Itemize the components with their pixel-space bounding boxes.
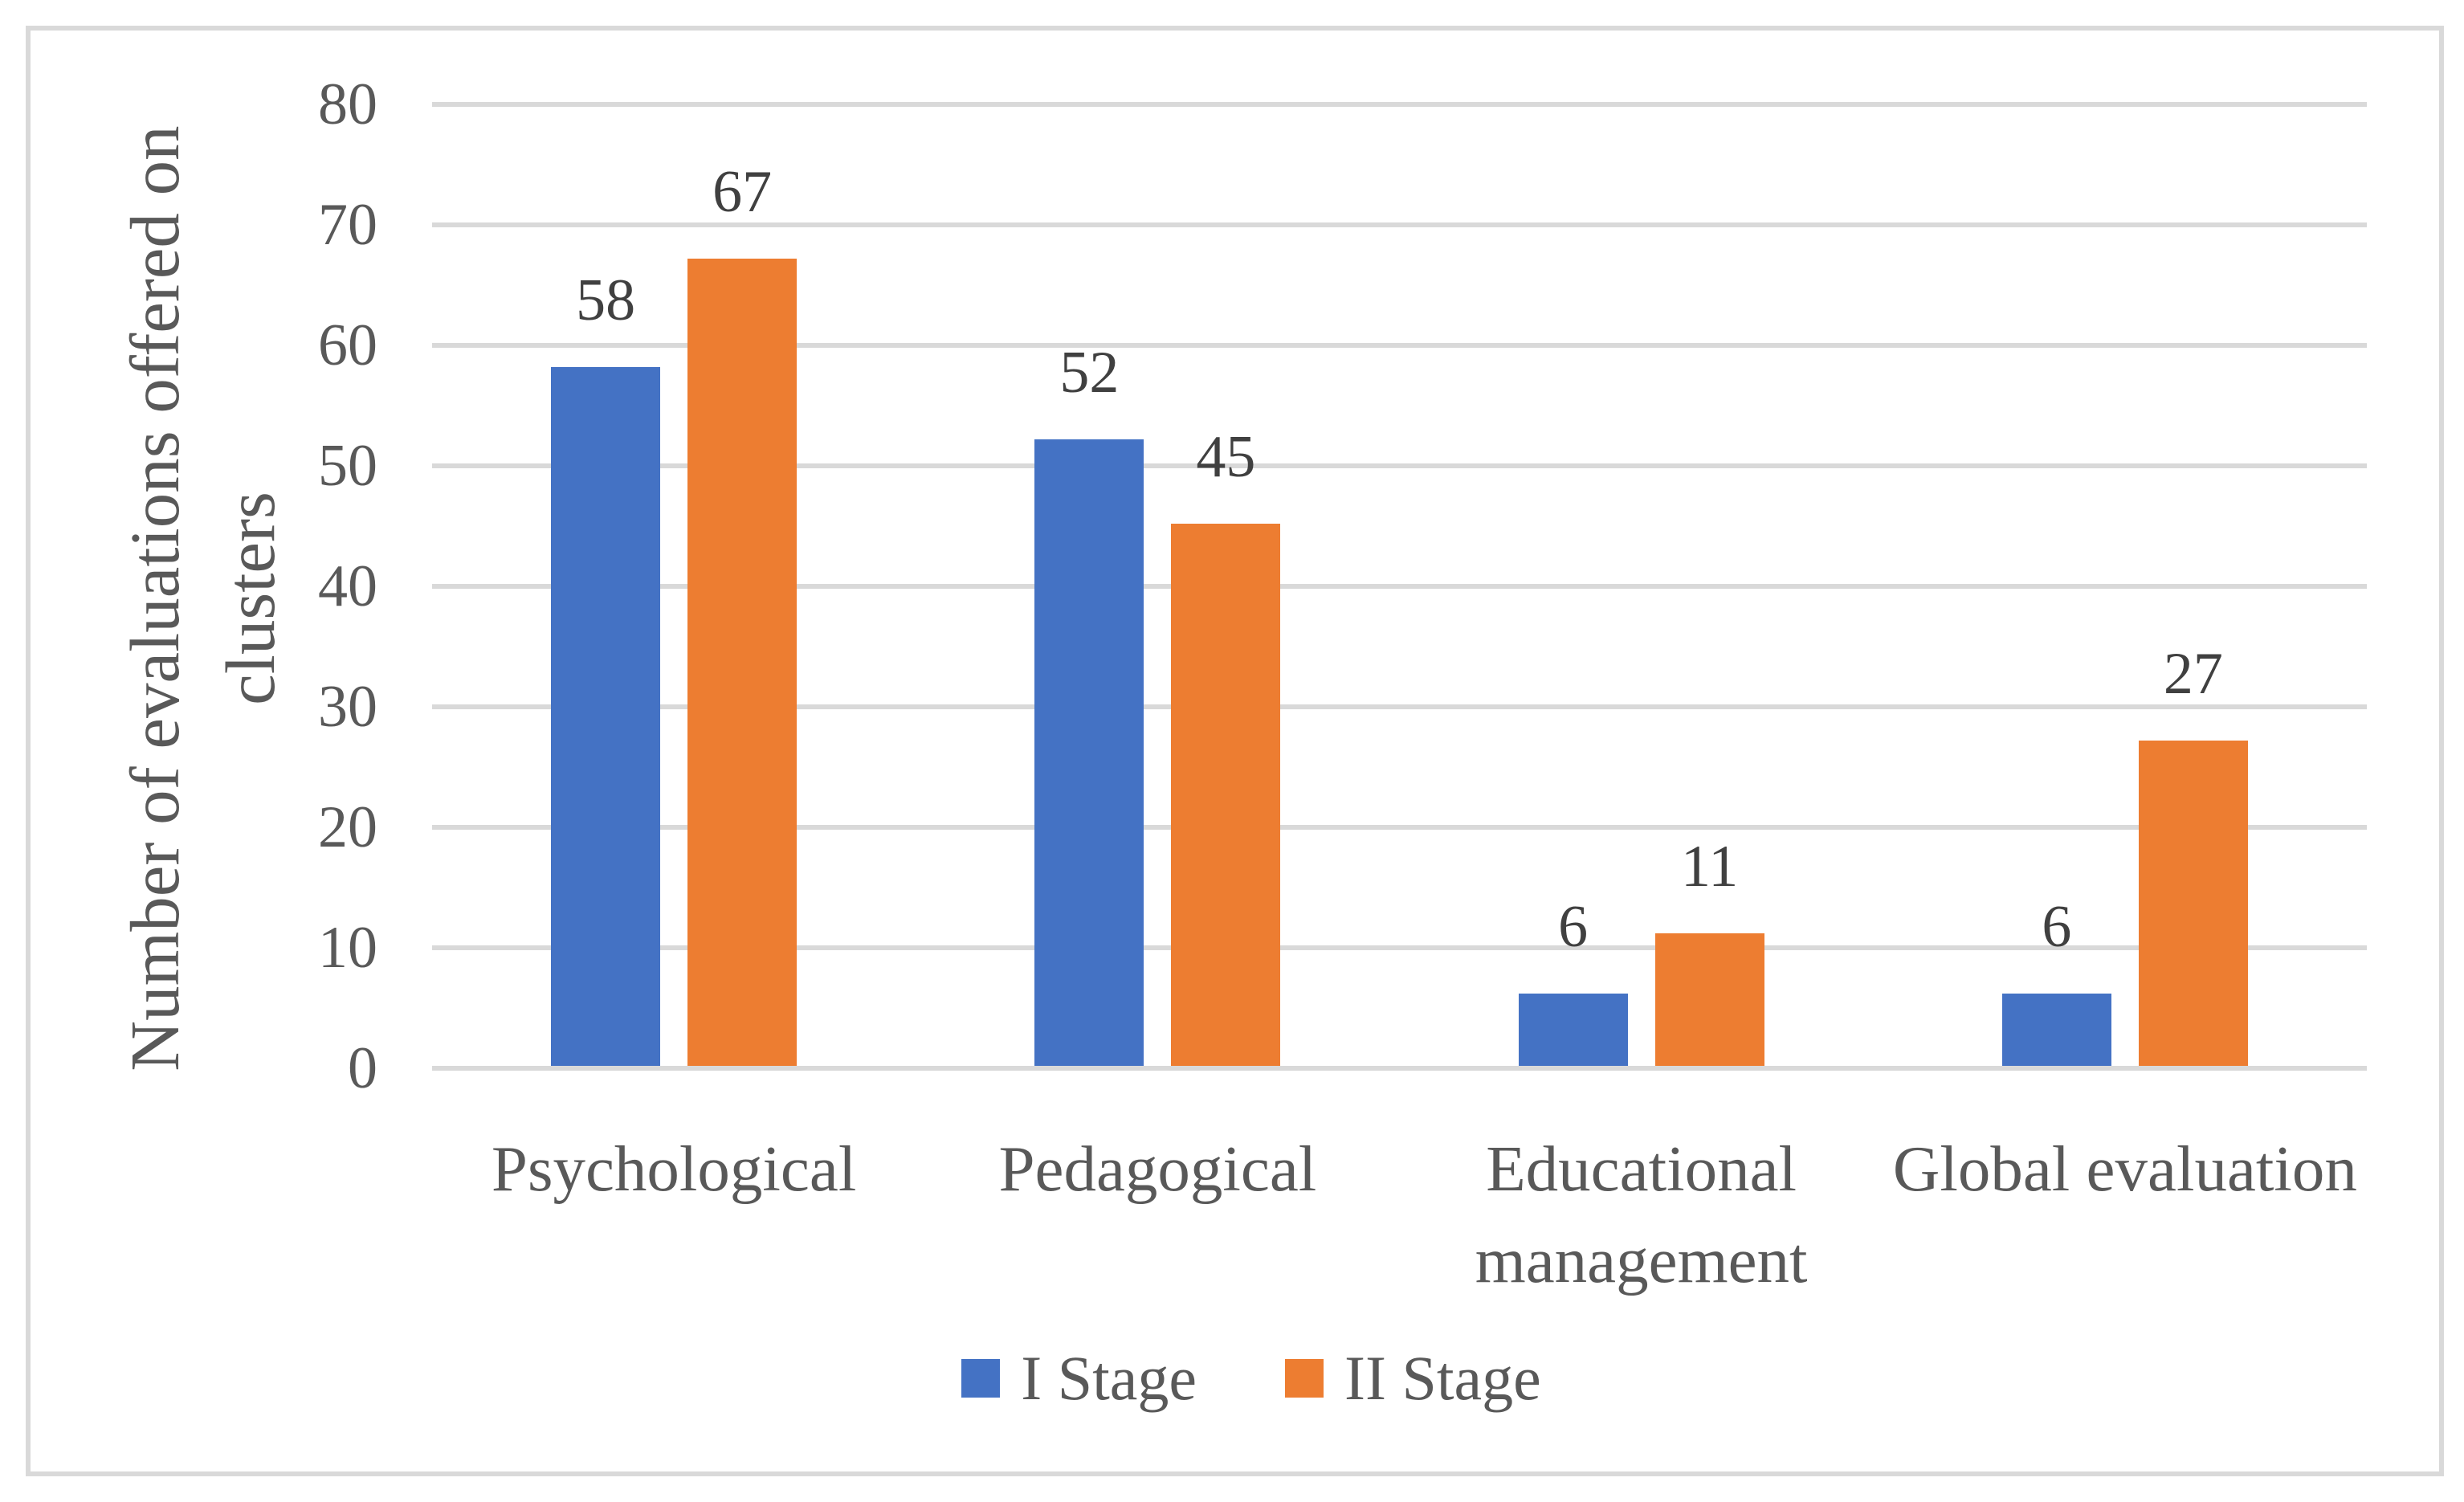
legend-label-i-stage: I Stage <box>1021 1343 1197 1413</box>
y-tick-label-10: 10 <box>318 915 377 981</box>
bar-ii-stage-pedagogical <box>1171 524 1281 1066</box>
y-tick-label-20: 20 <box>318 794 377 860</box>
gridline-30 <box>432 704 2367 709</box>
legend-label-ii-stage: II Stage <box>1344 1343 1541 1413</box>
i-stage-swatch-icon <box>961 1359 1001 1398</box>
gridline-80 <box>432 102 2367 107</box>
data-label-ii-stage-pedagogical: 45 <box>1196 424 1256 490</box>
gridline-60 <box>432 343 2367 348</box>
gridline-40 <box>432 584 2367 589</box>
data-label-i-stage-pedagogical: 52 <box>1059 340 1120 406</box>
y-tick-label-40: 40 <box>318 553 377 619</box>
plot-area: 58 52 6 6 67 45 11 27 <box>432 102 2367 1071</box>
legend-item-ii-stage: II Stage <box>1285 1340 1541 1417</box>
ii-stage-swatch-icon <box>1285 1359 1324 1398</box>
bar-i-stage-psychological <box>551 367 661 1066</box>
x-category-label-pedagogical: Pedagogical <box>998 1133 1317 1205</box>
x-category-label-educational-management: Educational management <box>1475 1133 1808 1296</box>
bar-i-stage-educational-management <box>1518 994 1628 1066</box>
y-tick-label-60: 60 <box>318 312 377 378</box>
bar-ii-stage-global-evaluation <box>2138 741 2248 1066</box>
data-label-ii-stage-educational-management: 11 <box>1680 834 1739 900</box>
legend-item-i-stage: I Stage <box>961 1340 1197 1417</box>
gridline-10 <box>432 945 2367 950</box>
data-label-i-stage-psychological: 58 <box>576 267 636 333</box>
bar-i-stage-global-evaluation <box>2001 994 2111 1066</box>
y-tick-label-50: 50 <box>318 433 377 499</box>
gridline-20 <box>432 825 2367 830</box>
gridline-70 <box>432 222 2367 227</box>
data-label-ii-stage-psychological: 67 <box>712 159 773 225</box>
x-category-label-global-evaluation: Global evaluation <box>1892 1133 2357 1205</box>
y-tick-label-0: 0 <box>348 1035 377 1101</box>
bar-i-stage-pedagogical <box>1034 439 1144 1066</box>
bar-ii-stage-psychological <box>687 259 798 1066</box>
y-tick-label-80: 80 <box>318 71 377 137</box>
data-label-i-stage-educational-management: 6 <box>1558 894 1589 960</box>
x-category-label-psychological: Psychological <box>491 1133 857 1205</box>
gridline-0 <box>432 1066 2367 1071</box>
y-tick-label-70: 70 <box>318 192 377 258</box>
y-tick-label-30: 30 <box>318 674 377 740</box>
bar-ii-stage-educational-management <box>1654 933 1764 1066</box>
data-label-ii-stage-global-evaluation: 27 <box>2163 641 2223 707</box>
data-label-i-stage-global-evaluation: 6 <box>2042 894 2072 960</box>
legend: I Stage II Stage <box>19 1340 2464 1417</box>
gridline-50 <box>432 463 2367 468</box>
